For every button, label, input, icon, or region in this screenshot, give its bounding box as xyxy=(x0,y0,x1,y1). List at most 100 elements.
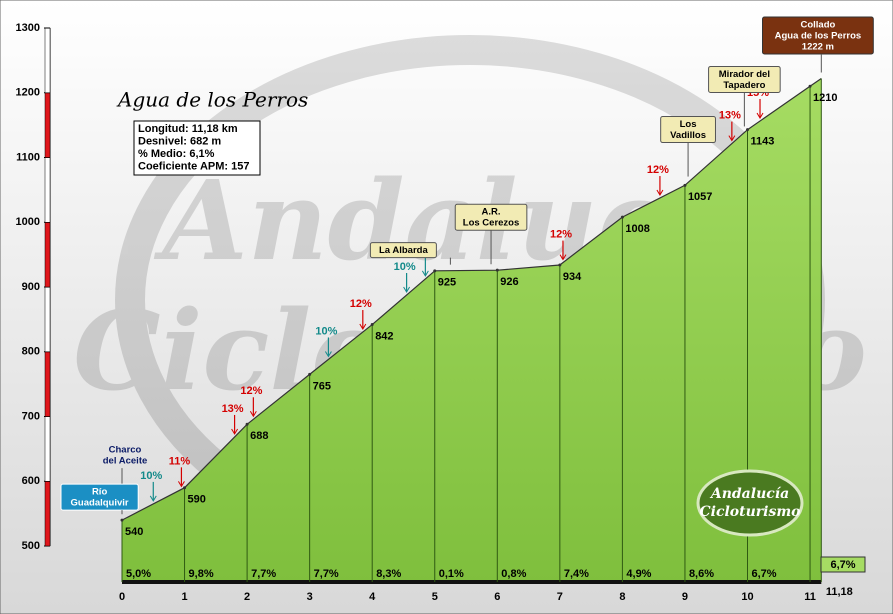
place-label: Río xyxy=(92,487,108,498)
axis-band xyxy=(44,481,51,547)
info-line: % Medio: 6,1% xyxy=(138,148,215,160)
x-tick-label: 3 xyxy=(307,591,313,603)
gradient-arrowhead xyxy=(149,495,157,502)
y-tick-label: 1100 xyxy=(16,151,40,163)
axis-band xyxy=(44,286,51,352)
place-label: del Aceite xyxy=(103,456,148,467)
gradient-arrowhead xyxy=(656,189,664,197)
place-label: Collado xyxy=(800,20,835,31)
route-title: Agua de los Perros xyxy=(116,88,308,112)
elevation-point xyxy=(746,128,749,132)
axis-band xyxy=(44,416,51,482)
gradient-label: 12% xyxy=(647,164,669,176)
elevation-point xyxy=(433,269,437,273)
axis-band xyxy=(44,157,51,223)
gradient-label: 12% xyxy=(350,298,372,310)
x-tick-label: 7 xyxy=(557,591,563,603)
y-tick-label: 1300 xyxy=(16,22,40,34)
elevation-label: 540 xyxy=(125,526,143,538)
gradient-label: 13% xyxy=(719,109,741,121)
profile-area xyxy=(122,78,822,582)
axis-band xyxy=(44,27,51,93)
base-strip xyxy=(122,580,822,584)
place-label: Los xyxy=(680,119,697,130)
place-box xyxy=(762,16,874,55)
place-box xyxy=(369,242,437,259)
gradient-label: 11% xyxy=(169,455,191,467)
elevation-label: 934 xyxy=(563,271,582,283)
gradient-arrowhead xyxy=(231,428,239,435)
x-tick-label: 5 xyxy=(432,591,438,603)
axis-band xyxy=(44,92,51,158)
place-label: Guadalquivir xyxy=(71,498,129,509)
y-tick-label: 800 xyxy=(22,346,40,358)
x-tick-label: 9 xyxy=(682,591,688,603)
segment-label: 8,6% xyxy=(689,568,714,580)
logo-text: Andalucía xyxy=(709,486,789,502)
elevation-label: 1057 xyxy=(688,191,712,203)
segment-label: 9,8% xyxy=(189,568,214,580)
elevation-point xyxy=(370,323,374,327)
segment-label: 5,0% xyxy=(126,568,151,580)
place-label: A.R. xyxy=(482,207,501,218)
elevation-point xyxy=(120,518,124,522)
segment-label: 6,7% xyxy=(752,568,777,580)
elevation-label: 926 xyxy=(500,276,518,288)
x-tick-label: 4 xyxy=(369,591,376,603)
place-label: Charco xyxy=(109,445,142,456)
elevation-point xyxy=(683,183,687,187)
place-label: 1222 m xyxy=(802,42,834,53)
segment-label: 8,3% xyxy=(376,568,401,580)
x-tick-label: 8 xyxy=(619,591,625,603)
place-label: Mirador del xyxy=(719,69,770,80)
segment-label: 4,9% xyxy=(626,568,651,580)
gradient-label: 10% xyxy=(315,325,337,337)
place-label: Tapadero xyxy=(723,80,765,91)
x-tick-label: 0 xyxy=(119,591,125,603)
y-tick-label: 1200 xyxy=(16,87,40,99)
elevation-label: 1210 xyxy=(813,92,837,104)
elevation-point xyxy=(620,215,624,219)
gradient-label: 10% xyxy=(394,261,416,273)
elevation-point xyxy=(183,486,187,490)
gradient-arrowhead xyxy=(249,411,257,418)
x-tick-label: 2 xyxy=(244,591,250,603)
info-box xyxy=(133,120,261,176)
y-tick-label: 700 xyxy=(22,410,40,422)
elevation-label: 842 xyxy=(375,330,393,342)
place-label: Vadillos xyxy=(670,130,706,141)
elevation-label: 590 xyxy=(188,494,206,506)
axis-band xyxy=(44,222,51,288)
gradient-arrowhead xyxy=(177,481,185,488)
elevation-label: 688 xyxy=(250,430,268,442)
info-line: Desnivel: 682 m xyxy=(138,135,221,147)
y-tick-label: 600 xyxy=(22,475,40,487)
logo-badge xyxy=(696,469,804,537)
elevation-point xyxy=(495,268,499,272)
info-line: Coeficiente APM: 157 xyxy=(138,160,249,172)
gradient-arrowhead xyxy=(559,254,567,261)
gradient-arrowhead xyxy=(421,270,429,277)
segment-label: 0,1% xyxy=(439,568,464,580)
axis-band xyxy=(44,351,51,417)
gradient-arrowhead xyxy=(756,112,764,119)
segment-label: 7,7% xyxy=(314,568,339,580)
gradient-arrowhead xyxy=(728,135,736,142)
x-tick-label: 10 xyxy=(741,591,753,603)
elevation-point xyxy=(808,84,812,88)
gradient-label: 12% xyxy=(550,228,572,240)
place-label: Los Cerezos xyxy=(463,218,520,229)
y-tick-label: 900 xyxy=(22,281,40,293)
gradient-arrowhead xyxy=(359,323,367,331)
elevation-point xyxy=(308,372,312,376)
x-tick-label: 1 xyxy=(181,591,187,603)
elevation-point xyxy=(558,263,562,267)
elevation-label: 765 xyxy=(313,380,331,392)
gradient-label: 12% xyxy=(240,385,262,397)
elevation-label: 925 xyxy=(438,277,456,289)
elevation-point xyxy=(245,422,249,426)
elevation-label: 1008 xyxy=(625,223,649,235)
segment-label: 7,4% xyxy=(564,568,589,580)
place-label: Agua de los Perros xyxy=(775,31,862,42)
